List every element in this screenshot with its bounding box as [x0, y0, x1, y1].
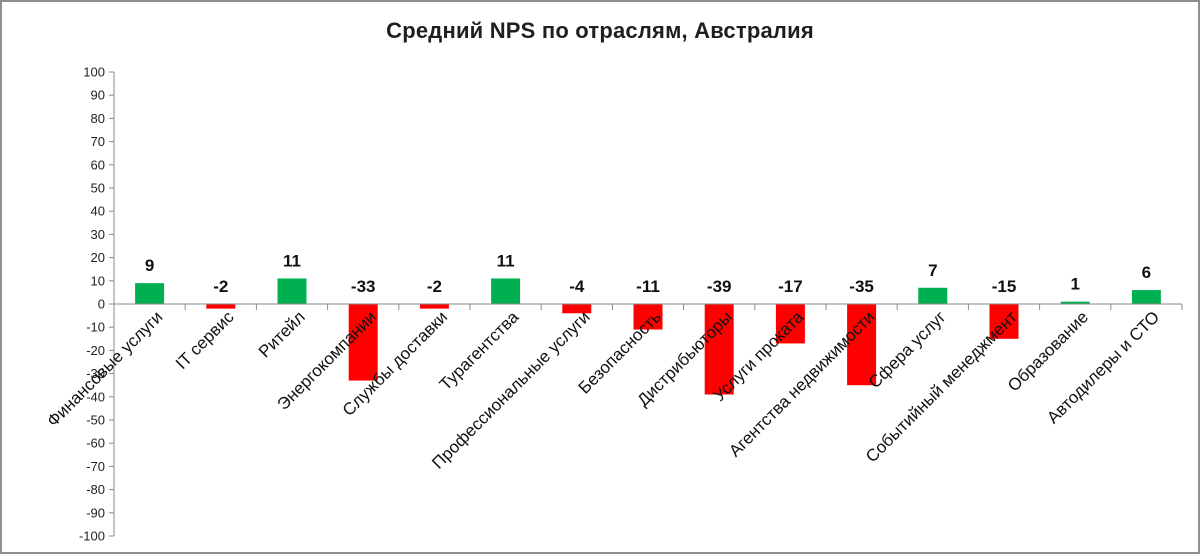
bar	[989, 304, 1019, 339]
data-label: -2	[427, 277, 442, 296]
bar	[206, 304, 236, 309]
bar	[419, 304, 449, 309]
y-tick-label: 0	[98, 297, 105, 312]
y-tick-label: 60	[91, 157, 105, 172]
data-label: 7	[928, 261, 937, 280]
data-label: -35	[849, 277, 874, 296]
chart-title: Средний NPS по отраслям, Австралия	[386, 18, 814, 43]
y-tick-label: -100	[79, 529, 105, 544]
bar	[1060, 301, 1090, 304]
data-label: -17	[778, 277, 803, 296]
data-label: 11	[283, 251, 301, 270]
y-tick-label: 20	[91, 250, 105, 265]
y-tick-label: -80	[86, 482, 105, 497]
y-tick-label: 80	[91, 111, 105, 126]
bar	[847, 304, 877, 386]
y-tick-label: -10	[86, 320, 105, 335]
bars	[135, 278, 1161, 395]
bar	[775, 304, 805, 344]
y-tick-label: 70	[91, 134, 105, 149]
x-axis	[113, 303, 1183, 310]
bar	[1131, 290, 1161, 304]
category-label: Событийный менеджмент	[862, 307, 1021, 466]
category-label: Ритейл	[255, 307, 309, 361]
y-tick-label: 40	[91, 204, 105, 219]
y-tick-label: -60	[86, 436, 105, 451]
data-label: -11	[636, 277, 660, 296]
data-label: 9	[145, 256, 154, 275]
y-tick-label: 50	[91, 181, 105, 196]
y-tick-label: -40	[86, 389, 105, 404]
bar	[633, 304, 663, 330]
data-label: -39	[707, 277, 732, 296]
y-tick-label: 100	[83, 65, 105, 80]
data-label: 1	[1070, 275, 1079, 294]
bar	[135, 283, 165, 304]
bar	[918, 287, 948, 304]
data-labels: 9 -2 11 -33 -2 11 -4 -11 -39 -17 -35 7 -15 1 6	[145, 251, 1151, 296]
y-tick-label: -90	[86, 505, 105, 520]
data-label: -2	[213, 277, 228, 296]
y-tick-label: -70	[86, 459, 105, 474]
bar	[277, 278, 307, 304]
data-label: 11	[497, 251, 515, 270]
y-tick-label: -20	[86, 343, 105, 358]
y-tick-label: 90	[91, 88, 105, 103]
bar	[562, 304, 592, 314]
bar	[348, 304, 378, 381]
category-label: IT сервис	[172, 307, 238, 373]
category-labels: Финансовые услуги IT сервис РитейлЭнергоко…	[43, 307, 1163, 473]
bar	[491, 278, 521, 304]
y-tick-label: 10	[91, 273, 105, 288]
data-label: -15	[992, 277, 1017, 296]
y-tick-label: 30	[91, 227, 105, 242]
data-label: -33	[351, 277, 376, 296]
bar	[704, 304, 734, 395]
data-label: -4	[569, 277, 585, 296]
y-tick-label: -50	[86, 413, 105, 428]
y-axis: 1009080706050403020100-10-20-30-40-50-60…	[79, 65, 115, 544]
data-label: 6	[1142, 263, 1151, 282]
y-tick-label: -30	[86, 366, 105, 381]
